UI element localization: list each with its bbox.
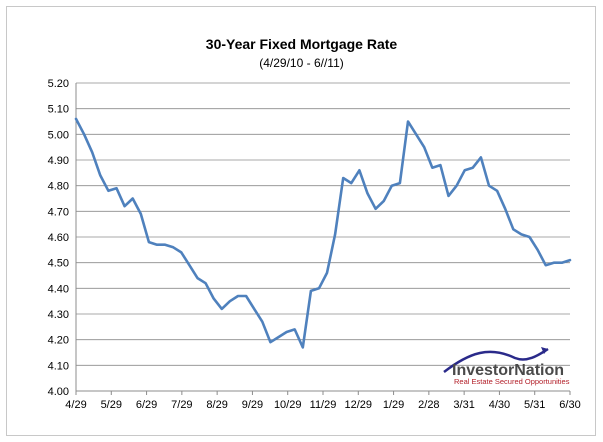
x-tick-label: 5/31: [524, 399, 545, 411]
x-tick-label: 4/29: [65, 399, 86, 411]
x-tick-label: 3/31: [453, 399, 474, 411]
y-tick-label: 4.20: [48, 335, 69, 347]
series-line-mortgage-rate: [74, 117, 572, 349]
x-tick-label: 12/29: [345, 399, 373, 411]
y-tick-label: 5.20: [48, 78, 69, 90]
chart-frame: [6, 6, 596, 436]
chart-subtitle: (4/29/10 - 6//11): [259, 56, 344, 70]
x-tick-label: 1/29: [383, 399, 404, 411]
y-tick-label: 4.00: [48, 386, 69, 398]
investornation-logo: InvestorNation Real Estate Secured Oppor…: [443, 347, 570, 386]
x-tick-label: 8/29: [206, 399, 227, 411]
chart-title: 30-Year Fixed Mortgage Rate: [205, 36, 398, 52]
logo-tagline: Real Estate Secured Opportunities: [454, 377, 570, 386]
x-tick-label: 6/30: [559, 399, 580, 411]
y-tick-labels: 4.00 4.10 4.20 4.30 4.40 4.50 4.60 4.70 4.80 4.90…: [48, 78, 69, 398]
x-tick-label: 2/28: [418, 399, 439, 411]
x-tick-label: 10/29: [274, 399, 302, 411]
y-tick-label: 4.40: [48, 283, 69, 295]
y-tick-label: 4.80: [48, 181, 69, 193]
logo-name: InvestorNation: [452, 362, 564, 379]
y-tick-label: 5.00: [48, 129, 69, 141]
gridlines: [76, 82, 570, 392]
y-tick-label: 5.10: [48, 104, 69, 116]
logo-swoosh-icon: [443, 347, 549, 373]
x-tick-labels: 4/29 5/29 6/29 7/29 8/29 9/29 10/29 11/29 12/29 1…: [65, 399, 580, 411]
axes: [75, 83, 571, 395]
logo-name-part2: Nation: [514, 362, 564, 379]
logo-arrowhead-icon: [541, 347, 548, 354]
logo-name-part1: Investor: [452, 362, 514, 379]
x-tick-label: 5/29: [101, 399, 122, 411]
y-tick-label: 4.50: [48, 258, 69, 270]
y-tick-label: 4.90: [48, 155, 69, 167]
y-tick-label: 4.70: [48, 206, 69, 218]
y-tick-label: 4.60: [48, 232, 69, 244]
series-layer: [74, 117, 572, 349]
y-tick-label: 4.30: [48, 309, 69, 321]
x-tick-label: 4/30: [489, 399, 510, 411]
x-tick-label: 6/29: [136, 399, 157, 411]
x-tick-label: 11/29: [310, 399, 337, 411]
y-tick-label: 4.10: [48, 360, 69, 372]
x-tick-label: 7/29: [171, 399, 192, 411]
x-tick-label: 9/29: [242, 399, 263, 411]
